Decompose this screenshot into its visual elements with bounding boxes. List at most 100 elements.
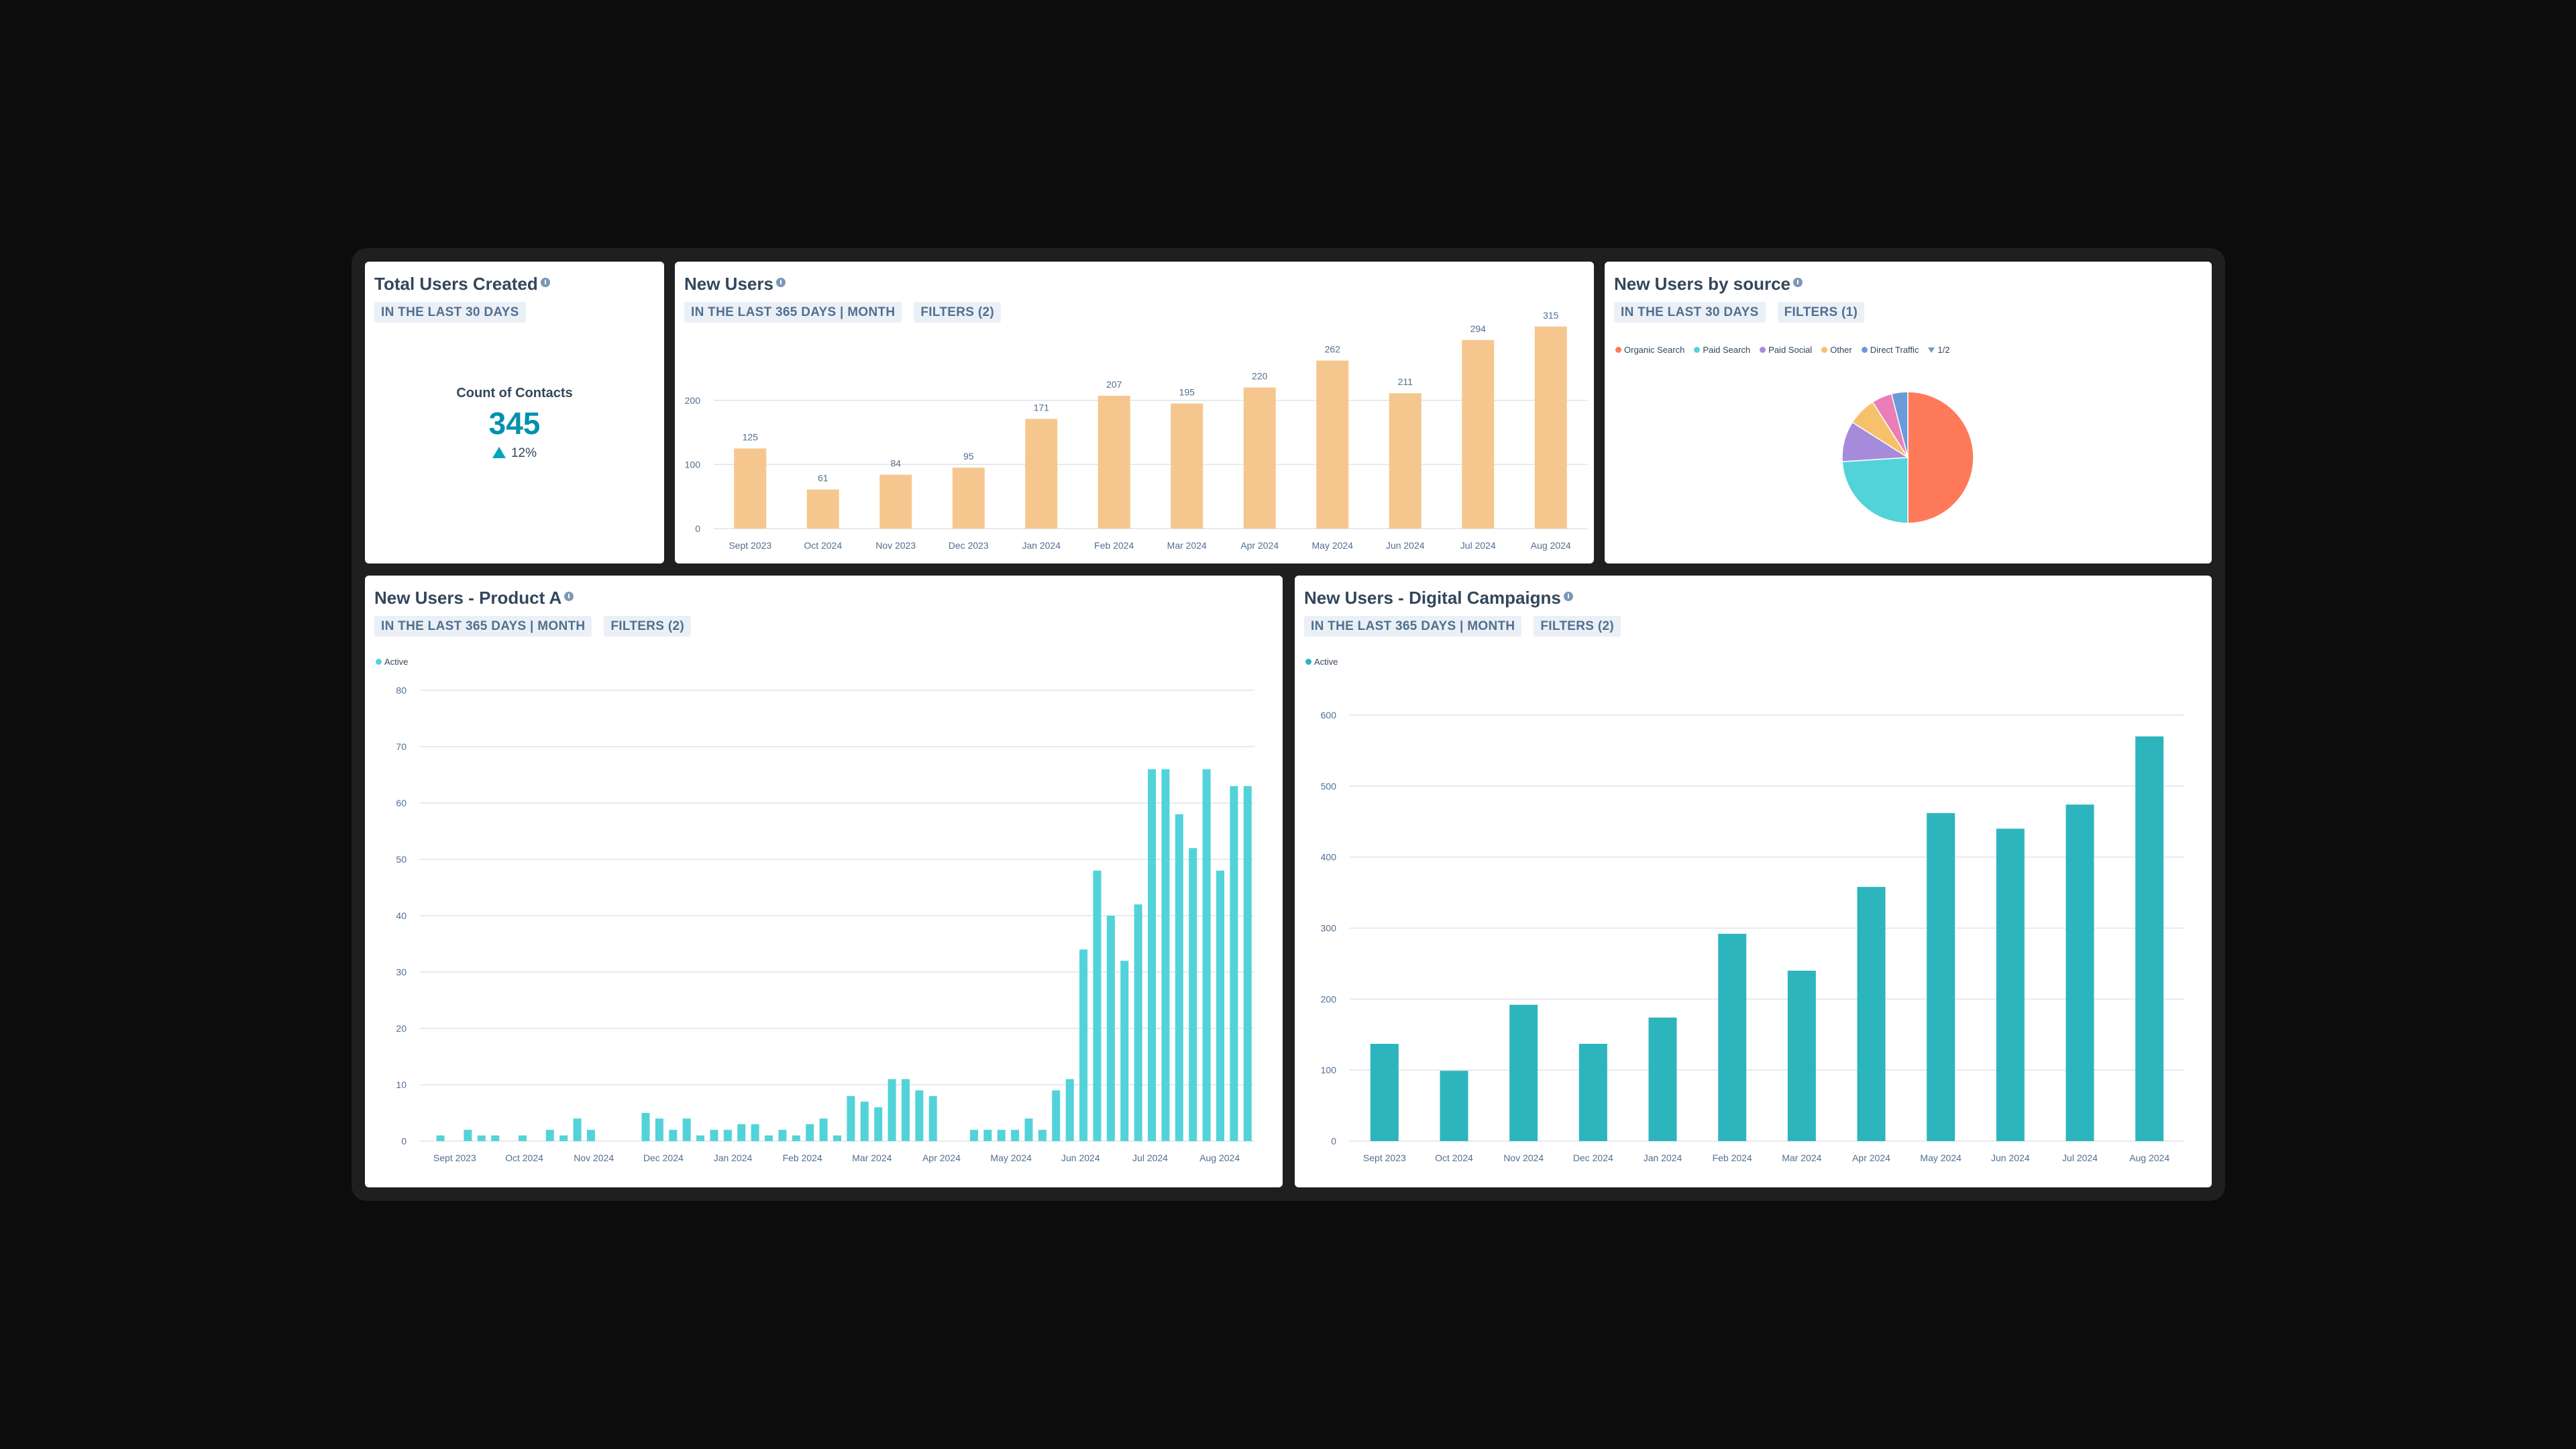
bar [1216, 870, 1225, 1141]
y-tick-label: 600 [1321, 710, 1337, 720]
date-range-tag[interactable]: IN THE LAST 30 DAYS [374, 302, 526, 323]
data-label: 95 [963, 451, 974, 462]
legend-label: Other [1830, 345, 1852, 355]
card-title-text: New Users - Digital Campaigns [1304, 588, 1561, 608]
info-icon[interactable] [540, 277, 550, 287]
product-a-card[interactable]: New Users - Product A IN THE LAST 365 DA… [365, 576, 1283, 1187]
legend-item[interactable]: Paid Social [1760, 345, 1812, 355]
bar [952, 468, 985, 529]
y-tick-label: 30 [396, 967, 407, 977]
date-range-tag[interactable]: IN THE LAST 365 DAYS | MONTH [1304, 616, 1522, 637]
date-range-tag[interactable]: IN THE LAST 365 DAYS | MONTH [374, 616, 592, 637]
dashboard-frame: Total Users Created IN THE LAST 30 DAYS … [352, 248, 2225, 1201]
legend-dot [1821, 347, 1828, 353]
x-tick-label: Oct 2024 [505, 1152, 543, 1163]
x-tick-label: May 2024 [1920, 1152, 1962, 1163]
data-label: 315 [1543, 310, 1559, 321]
card-title-text: Total Users Created [374, 274, 538, 294]
bar [491, 1135, 500, 1141]
legend-item[interactable]: Active [376, 657, 408, 667]
bar [710, 1130, 718, 1141]
bar [737, 1124, 746, 1141]
x-tick-label: Dec 2023 [949, 540, 989, 551]
filters-tag[interactable]: FILTERS (1) [1777, 302, 1865, 323]
x-tick-label: Aug 2024 [2129, 1152, 2169, 1163]
data-label: 211 [1398, 376, 1413, 387]
tag-list: IN THE LAST 30 DAYS FILTERS (1) [1614, 302, 1865, 323]
legend-pager[interactable]: 1/2 [1928, 345, 1950, 355]
card-title-text: New Users [684, 274, 773, 294]
y-tick-label: 300 [1321, 923, 1337, 934]
bar [586, 1130, 595, 1141]
bar [545, 1130, 554, 1141]
bar [1024, 1118, 1033, 1141]
pie-slice [1890, 391, 1909, 458]
y-tick-label: 100 [1321, 1065, 1337, 1075]
kpi-label: Count of Contacts [456, 386, 573, 400]
bar [1097, 396, 1130, 529]
bar [1370, 1044, 1399, 1141]
bar [1440, 1071, 1468, 1141]
bar [464, 1130, 472, 1141]
bar [1927, 813, 1955, 1141]
bar [1134, 904, 1142, 1141]
y-tick-label: 0 [695, 523, 700, 534]
kpi-change-value: 12% [511, 446, 537, 460]
y-tick-label: 80 [396, 685, 407, 696]
x-tick-label: Apr 2024 [1852, 1152, 1890, 1163]
date-range-tag[interactable]: IN THE LAST 365 DAYS | MONTH [684, 302, 902, 323]
bar [1120, 961, 1129, 1141]
total-users-card[interactable]: Total Users Created IN THE LAST 30 DAYS … [365, 262, 664, 564]
info-icon[interactable] [564, 591, 574, 601]
bar [1648, 1017, 1677, 1141]
x-tick-label: Nov 2023 [875, 540, 916, 551]
users-by-source-card[interactable]: New Users by source IN THE LAST 30 DAYS … [1605, 262, 2212, 564]
bar [806, 1124, 814, 1141]
legend-item[interactable]: Organic Search [1615, 345, 1684, 355]
bar [1243, 387, 1276, 529]
legend-item[interactable]: Direct Traffic [1861, 345, 1919, 355]
pager-label: 1/2 [1937, 345, 1950, 355]
x-tick-label: Jul 2024 [1460, 540, 1496, 551]
bar [1857, 887, 1886, 1141]
bar [765, 1135, 773, 1141]
legend-label: Active [384, 657, 409, 667]
tag-list: IN THE LAST 365 DAYS | MONTH FILTERS (2) [1304, 616, 1621, 637]
legend-item[interactable]: Paid Search [1694, 345, 1750, 355]
bar [573, 1118, 582, 1141]
chart-legend: Active [1305, 657, 1338, 667]
info-icon[interactable] [775, 277, 786, 287]
kpi-value: 345 [488, 406, 541, 441]
y-tick-label: 100 [685, 459, 701, 470]
pie-slice [1907, 391, 1974, 524]
bar [969, 1130, 978, 1141]
legend-item[interactable]: Active [1305, 657, 1338, 667]
y-tick-label: 40 [396, 910, 407, 921]
x-tick-label: Aug 2024 [1199, 1152, 1240, 1163]
card-title: New Users by source [1614, 274, 1803, 294]
tag-list: IN THE LAST 365 DAYS | MONTH FILTERS (2) [374, 616, 691, 637]
x-tick-label: Jul 2024 [1132, 1152, 1168, 1163]
filters-tag[interactable]: FILTERS (2) [1534, 616, 1621, 637]
info-icon[interactable] [1563, 591, 1573, 601]
data-label: 125 [743, 431, 759, 442]
filters-tag[interactable]: FILTERS (2) [914, 302, 1001, 323]
x-tick-label: Apr 2024 [922, 1152, 961, 1163]
pie-slice [1841, 457, 1909, 524]
bar [2135, 736, 2164, 1141]
bar [1316, 360, 1349, 529]
info-icon[interactable] [1793, 277, 1803, 287]
new-users-card[interactable]: New Users IN THE LAST 365 DAYS | MONTH F… [675, 262, 1594, 564]
x-tick-label: Feb 2024 [783, 1152, 822, 1163]
y-tick-label: 0 [1331, 1136, 1336, 1146]
digital-campaigns-card[interactable]: New Users - Digital Campaigns IN THE LAS… [1295, 576, 2212, 1187]
x-tick-label: Feb 2024 [1094, 540, 1134, 551]
filters-tag[interactable]: FILTERS (2) [604, 616, 691, 637]
x-tick-label: Aug 2024 [1531, 540, 1571, 551]
legend-item[interactable]: Other [1821, 345, 1852, 355]
bar [1230, 786, 1238, 1141]
bar [1093, 870, 1102, 1141]
x-tick-label: Nov 2024 [1503, 1152, 1544, 1163]
pager-arrow-icon[interactable] [1928, 347, 1935, 353]
date-range-tag[interactable]: IN THE LAST 30 DAYS [1614, 302, 1766, 323]
